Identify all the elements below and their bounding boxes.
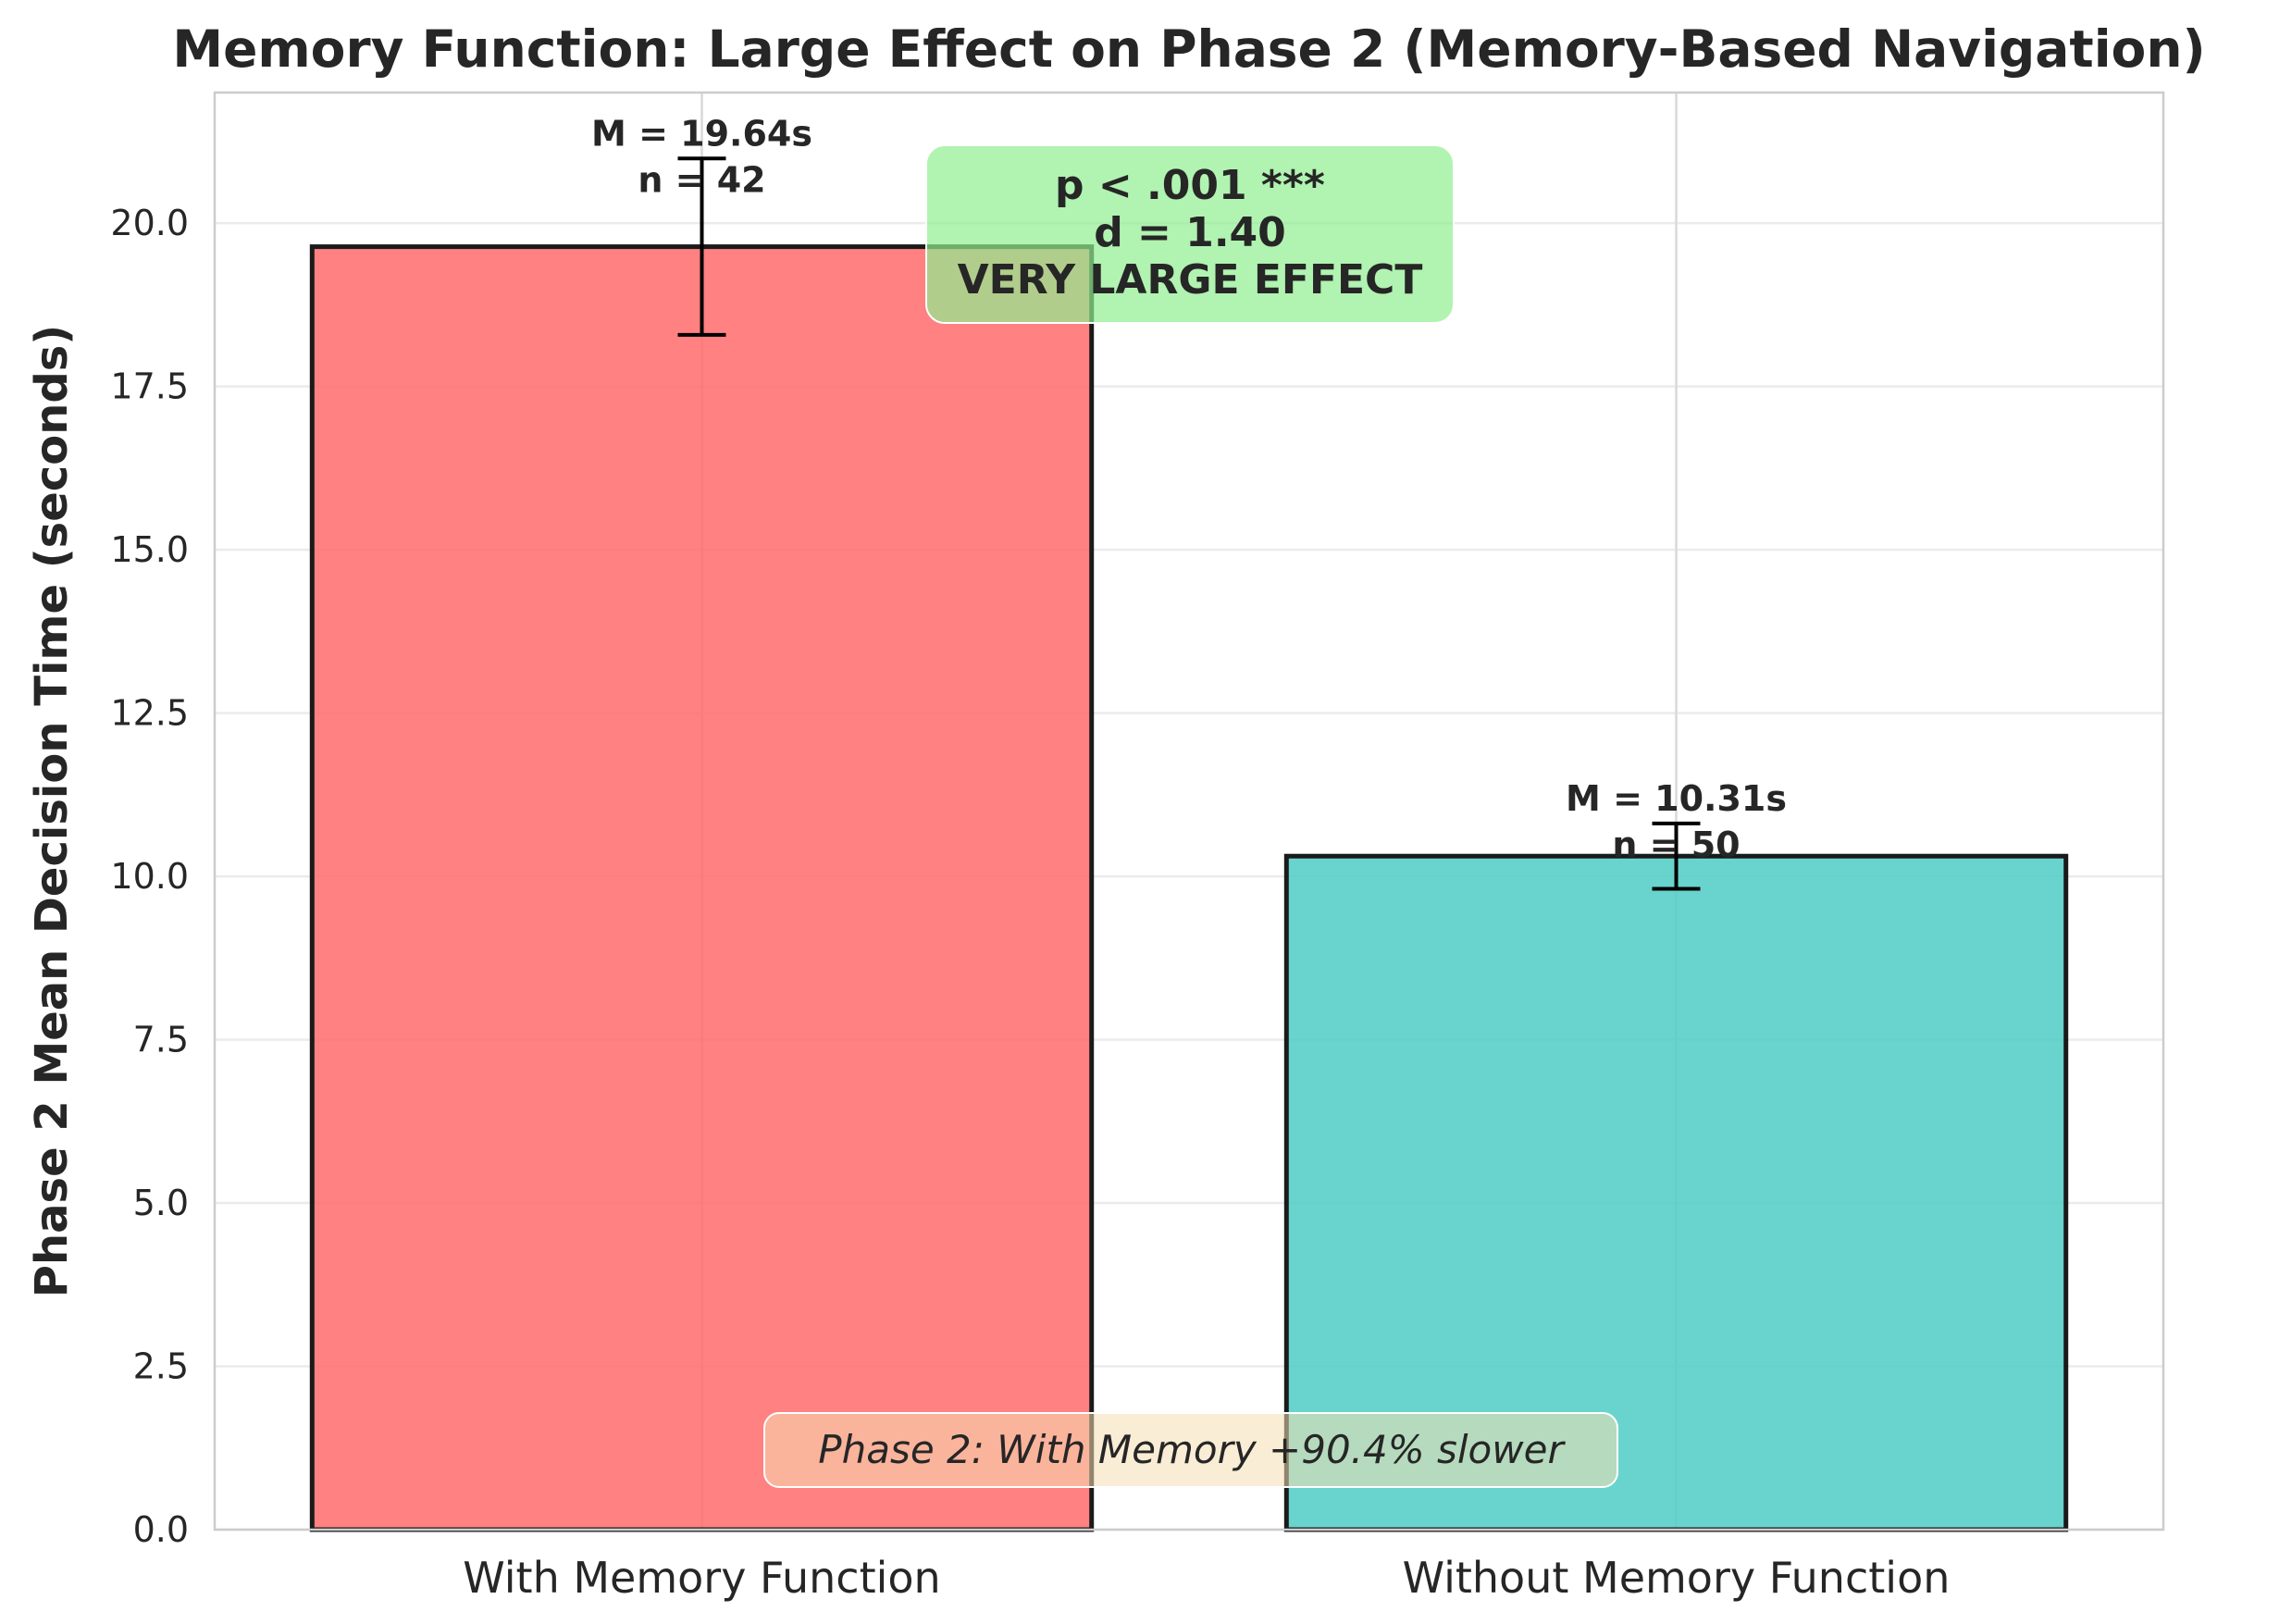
y-tick-label: 0.0 bbox=[133, 1509, 189, 1550]
bar-mean-label: M = 19.64s bbox=[591, 113, 812, 154]
y-tick-label: 17.5 bbox=[110, 366, 189, 407]
error-bars bbox=[677, 156, 1701, 891]
bar-label-2: M = 10.31s n = 50 bbox=[1566, 778, 1787, 865]
error-bar-1 bbox=[677, 156, 726, 337]
bar-n-label: n = 42 bbox=[638, 159, 765, 200]
plot-frame bbox=[213, 91, 2165, 1531]
stats-line: p < .001 *** bbox=[1055, 162, 1325, 209]
x-tick-label: With Memory Function bbox=[463, 1553, 940, 1603]
note-text: Phase 2: With Memory +90.4% slower bbox=[818, 1427, 1566, 1472]
stats-line: VERY LARGE EFFECT bbox=[958, 256, 1423, 304]
bar-n-label: n = 50 bbox=[1612, 824, 1740, 865]
bar-mean-label: M = 10.31s bbox=[1566, 778, 1787, 819]
bars bbox=[309, 244, 2069, 1532]
y-tick-label: 7.5 bbox=[133, 1020, 189, 1060]
y-axis-label: Phase 2 Mean Decision Time (seconds) bbox=[26, 325, 78, 1297]
y-tick-label: 5.0 bbox=[133, 1183, 189, 1223]
bar-labels: M = 19.64s n = 42 M = 10.31s n = 50 bbox=[591, 113, 1787, 865]
stats-box bbox=[925, 144, 1455, 324]
y-tick-label: 15.0 bbox=[110, 529, 189, 570]
note-box bbox=[763, 1412, 1618, 1488]
bar-1 bbox=[309, 244, 1095, 1532]
x-axis-ticks: With Memory Function Without Memory Funct… bbox=[463, 1553, 1950, 1603]
error-bar-2 bbox=[1652, 821, 1701, 891]
y-axis-ticks: 0.0 2.5 5.0 7.5 10.0 12.5 15.0 17.5 20.0 bbox=[110, 203, 189, 1550]
y-tick-label: 10.0 bbox=[110, 856, 189, 897]
y-tick-label: 20.0 bbox=[110, 203, 189, 243]
chart-title: Memory Function: Large Effect on Phase 2… bbox=[172, 19, 2205, 79]
note-annotation: Phase 2: With Memory +90.4% slower bbox=[763, 1412, 1618, 1488]
y-tick-label: 12.5 bbox=[110, 693, 189, 734]
x-tick-label: Without Memory Function bbox=[1403, 1553, 1951, 1603]
stats-line: d = 1.40 bbox=[1094, 209, 1286, 256]
bar-label-1: M = 19.64s n = 42 bbox=[591, 113, 812, 200]
y-tick-label: 2.5 bbox=[133, 1346, 189, 1387]
